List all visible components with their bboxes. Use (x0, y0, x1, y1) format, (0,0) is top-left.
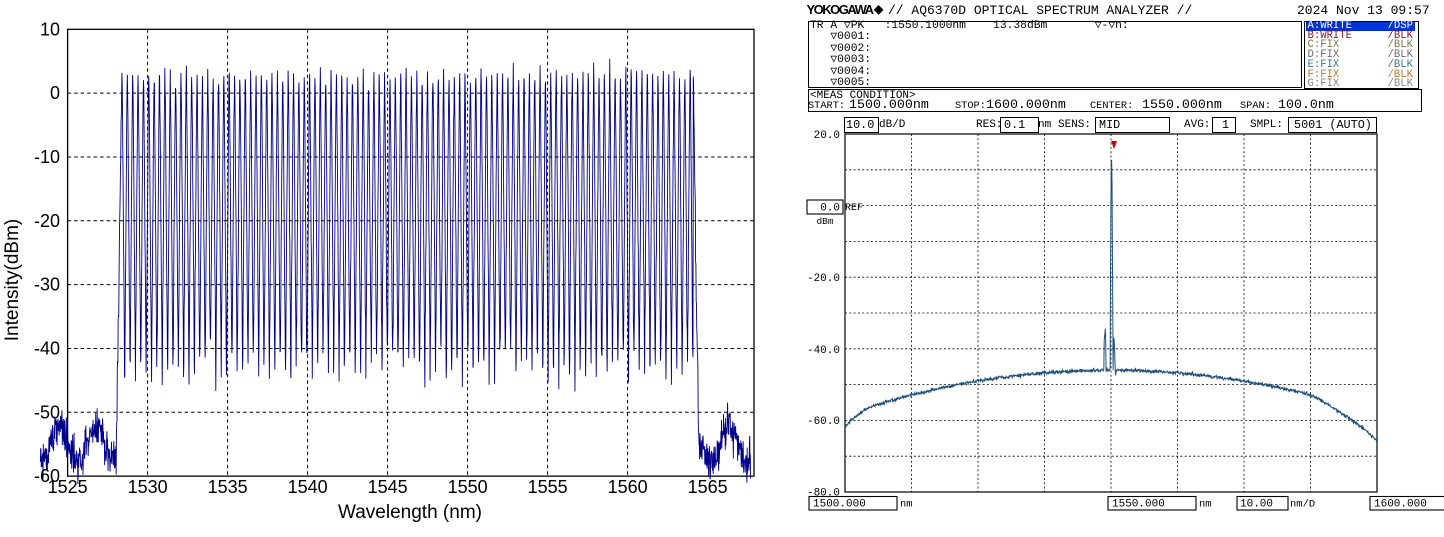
svg-text:1535: 1535 (208, 477, 248, 497)
svg-text:-40.0: -40.0 (807, 345, 840, 357)
svg-text:10: 10 (40, 19, 60, 39)
svg-text:nm: nm (1199, 499, 1212, 511)
svg-text:1550.000: 1550.000 (1112, 499, 1165, 511)
svg-text:Intensity(dBm): Intensity(dBm) (2, 219, 23, 341)
svg-text:Wavelength (nm): Wavelength (nm) (338, 502, 482, 523)
svg-text:-60: -60 (34, 466, 60, 486)
svg-text:1545: 1545 (368, 477, 408, 497)
svg-text:1500.000: 1500.000 (813, 499, 866, 511)
svg-text:1560: 1560 (608, 477, 648, 497)
svg-text:1540: 1540 (288, 477, 328, 497)
svg-text:nm: nm (900, 499, 913, 511)
svg-text:0: 0 (50, 83, 60, 103)
svg-text:-20: -20 (34, 211, 60, 231)
svg-text:20.0: 20.0 (814, 130, 840, 142)
svg-text:REF: REF (845, 203, 863, 214)
svg-text:1550: 1550 (448, 477, 488, 497)
svg-text:-30: -30 (34, 275, 60, 295)
svg-text:1530: 1530 (128, 477, 168, 497)
svg-text:1555: 1555 (528, 477, 568, 497)
svg-text:dBm: dBm (816, 216, 833, 227)
svg-text:1600.000: 1600.000 (1374, 499, 1427, 511)
svg-text:-20.0: -20.0 (807, 273, 840, 285)
svg-text:-50: -50 (34, 402, 60, 422)
svg-text:-40: -40 (34, 339, 60, 359)
svg-text:-60.0: -60.0 (807, 416, 840, 428)
svg-text:nm/D: nm/D (1290, 499, 1315, 511)
svg-text:10.00: 10.00 (1240, 499, 1273, 511)
svg-text:0.0: 0.0 (820, 203, 840, 215)
svg-text:-10: -10 (34, 147, 60, 167)
